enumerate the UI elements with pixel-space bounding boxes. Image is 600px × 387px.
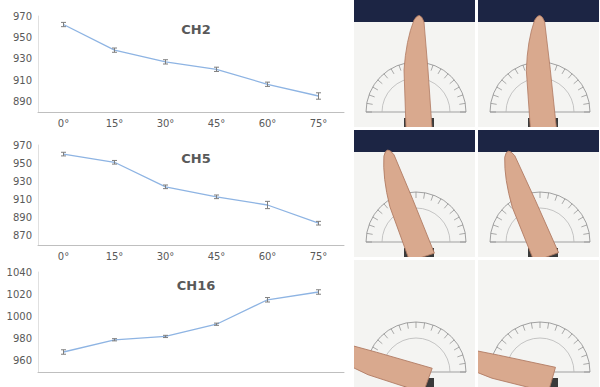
svg-text:0°: 0°: [58, 251, 69, 262]
svg-text:45°: 45°: [208, 118, 226, 129]
svg-text:960: 960: [13, 355, 32, 366]
svg-text:CH5: CH5: [181, 151, 210, 166]
svg-text:1020: 1020: [7, 289, 32, 300]
svg-text:15°: 15°: [106, 251, 124, 262]
svg-text:0°: 0°: [58, 118, 69, 129]
svg-text:1000: 1000: [7, 311, 32, 322]
svg-text:45°: 45°: [208, 251, 226, 262]
svg-text:930: 930: [13, 53, 32, 64]
svg-text:910: 910: [13, 194, 32, 205]
svg-text:970: 970: [13, 11, 32, 22]
svg-text:75°: 75°: [310, 251, 328, 262]
svg-text:890: 890: [13, 96, 32, 107]
svg-text:75°: 75°: [310, 118, 328, 129]
svg-text:CH16: CH16: [177, 278, 216, 293]
svg-text:60°: 60°: [259, 118, 277, 129]
svg-text:30°: 30°: [157, 118, 175, 129]
svg-text:CH2: CH2: [181, 22, 210, 37]
svg-text:980: 980: [13, 333, 32, 344]
svg-text:950: 950: [13, 32, 32, 43]
svg-text:30°: 30°: [157, 251, 175, 262]
svg-text:60°: 60°: [259, 251, 277, 262]
svg-text:950: 950: [13, 158, 32, 169]
svg-text:890: 890: [13, 212, 32, 223]
svg-text:910: 910: [13, 75, 32, 86]
svg-text:1040: 1040: [7, 267, 32, 278]
svg-text:930: 930: [13, 176, 32, 187]
svg-text:870: 870: [13, 230, 32, 241]
svg-text:970: 970: [13, 140, 32, 151]
svg-text:15°: 15°: [106, 118, 124, 129]
